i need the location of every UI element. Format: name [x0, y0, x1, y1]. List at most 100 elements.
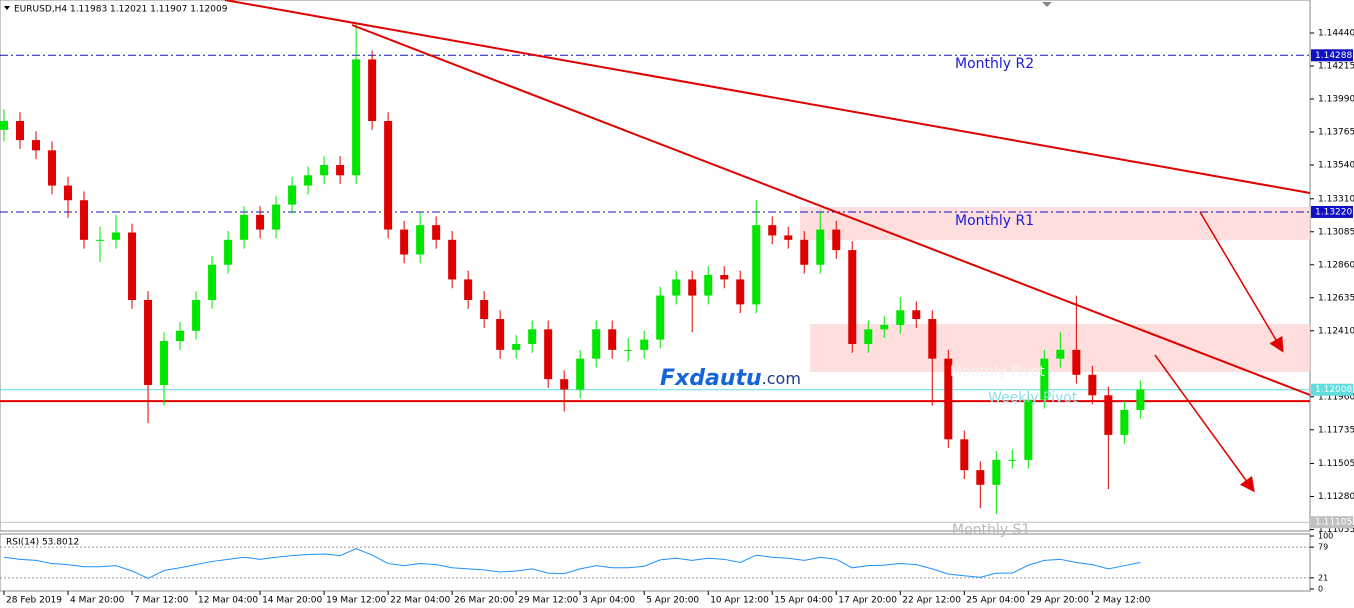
rsi-frame [0, 533, 1311, 592]
candle-body [432, 225, 441, 240]
candle-body [352, 59, 361, 176]
y-tick-label: 1.14440 [1318, 29, 1354, 39]
level-label: 1.12008 [1315, 385, 1352, 395]
candle-body [464, 279, 473, 300]
candle-body [560, 379, 569, 390]
candle-body [1072, 349, 1081, 375]
annotation: Monthly S1 [952, 522, 1030, 538]
x-tick-label: 29 Mar 12:00 [518, 596, 578, 606]
candle-body [0, 121, 9, 130]
x-tick-label: 2 May 12:00 [1094, 596, 1150, 606]
shift-marker [1042, 2, 1052, 7]
x-tick-label: 25 Apr 04:00 [966, 596, 1025, 606]
candle-body [864, 329, 873, 344]
level-label-box [1311, 383, 1353, 396]
annotation: Monthly R1 [955, 213, 1034, 229]
y-tick-label: 1.13085 [1318, 227, 1354, 237]
y-tick-label: 1.13765 [1318, 128, 1354, 138]
chart-title: EURUSD,H4 1.11983 1.12021 1.11907 1.1200… [14, 5, 228, 15]
x-tick-label: 17 Apr 20:00 [838, 596, 897, 606]
candle-body [1120, 409, 1129, 435]
annotation: Monthly Pivot [950, 364, 1045, 380]
candle-body [1056, 349, 1065, 359]
candle-body [592, 329, 601, 359]
watermark: Fxdautu.com [660, 366, 801, 391]
candle-body [1008, 459, 1017, 461]
candle-body [1088, 374, 1097, 396]
candle-body [176, 330, 185, 342]
candle-body [128, 232, 137, 300]
candle-body [304, 175, 313, 186]
level-label: 1.13220 [1315, 207, 1352, 217]
candle-body [976, 470, 985, 485]
candle-body [800, 239, 809, 265]
candle-body [32, 140, 41, 151]
y-tick-label: 1.13310 [1318, 194, 1354, 204]
candle-body [272, 204, 281, 230]
candle-body [656, 295, 665, 340]
candle-body [832, 229, 841, 251]
plot-frame [0, 0, 1311, 532]
candle-body [992, 459, 1001, 485]
candle-body [224, 239, 233, 265]
candle-body [816, 229, 825, 265]
candle-body [960, 439, 969, 471]
candle-body [448, 239, 457, 280]
candle-body [704, 275, 713, 296]
candle-body [80, 200, 89, 240]
candle-body [288, 185, 297, 205]
candle-body [112, 232, 121, 240]
candle-body [96, 239, 105, 241]
candle-body [640, 339, 649, 350]
candle-body [496, 319, 505, 350]
y-tick-label: 1.13540 [1318, 161, 1354, 171]
candle-body [192, 299, 201, 331]
x-tick-label: 28 Feb 2019 [6, 596, 62, 606]
y-tick-label: 1.11055 [1318, 525, 1354, 535]
candle-body [320, 165, 329, 176]
rsi-tick-label: 79 [1318, 543, 1328, 552]
candle-body [528, 329, 537, 344]
candle-body [736, 279, 745, 305]
watermark-suffix: .com [762, 369, 801, 388]
candle-body [336, 165, 345, 176]
candle-body [544, 329, 553, 380]
candle-body [368, 59, 377, 122]
y-tick-label: 1.12860 [1318, 260, 1354, 270]
arrow [1199, 211, 1284, 353]
candle-body [48, 150, 57, 186]
rsi-line [3, 548, 1141, 579]
zone [800, 207, 1310, 240]
candle-body [720, 275, 729, 280]
x-tick-label: 4 Mar 20:00 [70, 596, 125, 606]
candle-body [256, 214, 265, 230]
candle-body [752, 225, 761, 305]
rsi-title: RSI(14) 53.8012 [6, 538, 79, 548]
candle-body [1104, 395, 1113, 435]
x-tick-label: 26 Mar 20:00 [454, 596, 514, 606]
candle-body [1136, 389, 1145, 410]
candle-body [880, 324, 889, 330]
x-tick-label: 15 Apr 04:00 [774, 596, 833, 606]
rsi-tick-label: 0 [1318, 585, 1323, 594]
candle-body [208, 264, 217, 300]
x-tick-label: 22 Mar 04:00 [390, 596, 450, 606]
y-tick-label: 1.11280 [1318, 492, 1354, 502]
level-label: 1.14288 [1315, 51, 1352, 61]
x-tick-label: 14 Mar 20:00 [262, 596, 322, 606]
trendline [351, 24, 1311, 396]
x-tick-label: 22 Apr 12:00 [902, 596, 961, 606]
x-tick-label: 10 Apr 12:00 [710, 596, 769, 606]
candle-body [400, 229, 409, 255]
x-tick-label: 19 Mar 12:00 [326, 596, 386, 606]
candle-body [576, 358, 585, 390]
candle-body [688, 279, 697, 296]
watermark-brand: Fxdautu [660, 366, 762, 391]
rsi-tick-label: 21 [1318, 573, 1328, 582]
y-tick-label: 1.14215 [1318, 62, 1354, 72]
y-tick-label: 1.11505 [1318, 459, 1354, 469]
candle-body [896, 310, 905, 325]
level-label-box [1311, 205, 1353, 218]
candle-body [928, 319, 937, 359]
